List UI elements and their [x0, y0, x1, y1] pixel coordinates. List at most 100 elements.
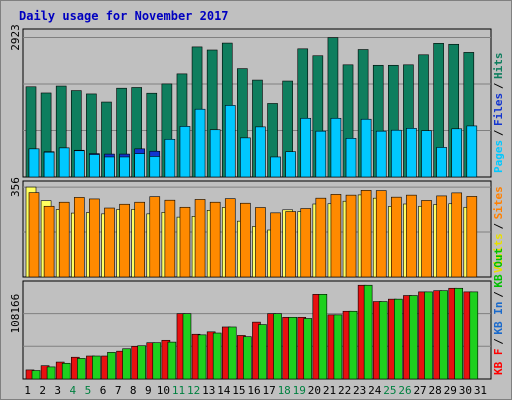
- panel-kbytes: 108166 KB F / KB In / KB Out: [9, 248, 505, 380]
- bar-kbytes-kb-out-day-25: [394, 298, 403, 380]
- x-tick-label-7: 7: [115, 384, 122, 397]
- bar-kbytes-kb-out-day-14: [227, 326, 237, 380]
- x-tick-label-28: 28: [429, 384, 442, 397]
- x-tick-label-22: 22: [338, 384, 351, 397]
- bar-visits-sites-day-1: [28, 192, 40, 278]
- x-tick-label-17: 17: [262, 384, 275, 397]
- bar-hits-pages-day-2: [43, 151, 55, 178]
- legend-separator: /: [492, 82, 505, 89]
- bar-visits-sites-day-12: [194, 199, 206, 278]
- bar-visits-sites-day-17: [270, 212, 281, 278]
- bar-kbytes-kb-out-day-21: [333, 314, 343, 380]
- legend-hits: Hits: [492, 53, 505, 80]
- bar-hits-pages-day-25: [391, 129, 402, 178]
- bar-visits-sites-day-21: [330, 194, 342, 278]
- bar-hits-pages-day-6: [104, 156, 115, 178]
- x-tick-label-27: 27: [413, 384, 426, 397]
- x-tick-label-13: 13: [202, 384, 215, 397]
- panel-hits: 2923 Pages / Files / Hits: [9, 24, 505, 178]
- bar-hits-pages-day-21: [330, 117, 342, 178]
- legend-separator: /: [492, 129, 505, 136]
- bar-visits-sites-day-9: [149, 196, 161, 278]
- x-tick-label-23: 23: [353, 384, 366, 397]
- bar-kbytes-kb-out-day-1: [31, 370, 41, 380]
- legend-kb-out: KB Out: [492, 248, 505, 288]
- chart-panels: 2923 Pages / Files / Hits 356 Visits / Sites 10816…: [9, 24, 505, 380]
- bar-visits-sites-day-23: [360, 190, 372, 278]
- bar-visits-sites-day-27: [421, 200, 432, 278]
- x-tick-label-21: 21: [323, 384, 336, 397]
- bar-hits-pages-day-7: [119, 156, 130, 178]
- legend-separator: /: [492, 338, 505, 345]
- bar-kbytes-kb-out-day-18: [288, 316, 297, 380]
- bar-kbytes-kb-out-day-23: [363, 284, 373, 380]
- x-tick-label-19: 19: [293, 384, 306, 397]
- bar-visits-sites-day-22: [345, 194, 357, 278]
- bar-hits-pages-day-10: [164, 138, 176, 178]
- bar-hits-pages-day-20: [315, 130, 327, 178]
- bar-kbytes-kb-out-day-19: [303, 318, 313, 380]
- bar-visits-sites-day-19: [300, 208, 312, 278]
- bar-hits-pages-day-13: [209, 129, 221, 178]
- x-tick-label-16: 16: [247, 384, 260, 397]
- bar-visits-sites-day-18: [285, 211, 296, 278]
- x-tick-label-3: 3: [54, 384, 61, 397]
- legend-kb-f: KB F: [492, 349, 505, 376]
- x-tick-label-18: 18: [278, 384, 291, 397]
- bar-hits-pages-day-27: [421, 130, 432, 178]
- bar-hits-pages-day-9: [149, 156, 161, 178]
- x-tick-label-4: 4: [70, 384, 77, 397]
- bar-hits-pages-day-4: [73, 150, 85, 178]
- panel-visits-ymax-label: 356: [9, 177, 22, 197]
- x-tick-label-25: 25: [383, 384, 396, 397]
- bar-visits-sites-day-6: [104, 207, 115, 278]
- bar-visits-sites-day-3: [58, 201, 70, 278]
- bar-kbytes-kb-out-day-16: [258, 324, 267, 380]
- bar-kbytes-kb-out-day-7: [122, 348, 131, 380]
- bar-visits-sites-day-7: [119, 203, 130, 278]
- bar-kbytes-kb-out-day-15: [243, 336, 252, 380]
- bar-visits-sites-day-5: [89, 198, 100, 278]
- bar-visits-sites-day-16: [255, 207, 266, 278]
- bar-kbytes-kb-out-day-22: [348, 310, 358, 380]
- bar-kbytes-kb-out-day-29: [454, 287, 464, 380]
- bar-kbytes-kb-out-day-27: [424, 291, 433, 380]
- bar-hits-pages-day-16: [255, 126, 266, 178]
- bar-kbytes-kb-out-day-10: [167, 341, 177, 380]
- legend-sites: Sites: [492, 186, 505, 219]
- bar-visits-sites-day-2: [43, 205, 55, 278]
- bar-hits-pages-day-14: [224, 105, 236, 178]
- bar-kbytes-kb-out-day-26: [409, 295, 418, 380]
- bar-kbytes-kb-out-day-12: [197, 334, 207, 380]
- x-tick-label-11: 11: [172, 384, 185, 397]
- bar-kbytes-kb-out-day-11: [182, 313, 192, 380]
- x-tick-label-6: 6: [100, 384, 107, 397]
- bar-kbytes-kb-out-day-17: [273, 313, 282, 380]
- bar-hits-pages-day-24: [375, 130, 387, 178]
- bar-hits-pages-day-28: [436, 147, 447, 178]
- panel-hits-ymax-label: 2923: [9, 24, 22, 51]
- x-tick-label-14: 14: [217, 384, 231, 397]
- bar-kbytes-kb-out-day-20: [318, 294, 328, 380]
- x-tick-label-10: 10: [157, 384, 170, 397]
- bar-kbytes-kb-out-day-30: [469, 291, 479, 380]
- legend-pages: Pages: [492, 140, 505, 173]
- bar-hits-pages-day-17: [270, 156, 281, 178]
- legend-separator: /: [492, 291, 505, 298]
- bar-visits-sites-day-24: [375, 190, 387, 278]
- bar-visits-sites-day-28: [436, 195, 447, 278]
- bar-visits-sites-day-30: [466, 196, 478, 278]
- bar-visits-sites-day-20: [315, 197, 327, 278]
- bar-visits-sites-day-11: [179, 206, 191, 278]
- legend-visits: Visits: [492, 233, 505, 273]
- bar-kbytes-kb-out-day-8: [137, 345, 146, 380]
- bar-hits-pages-day-5: [89, 154, 100, 178]
- chart-title: Daily usage for November 2017: [19, 9, 229, 23]
- bar-hits-pages-day-30: [466, 125, 478, 178]
- bar-visits-sites-day-26: [406, 194, 417, 278]
- legend-kb-in: KB In: [492, 301, 505, 334]
- x-tick-label-20: 20: [308, 384, 321, 397]
- x-tick-label-2: 2: [39, 384, 46, 397]
- x-tick-label-26: 26: [398, 384, 411, 397]
- bar-kbytes-kb-out-day-28: [439, 290, 448, 380]
